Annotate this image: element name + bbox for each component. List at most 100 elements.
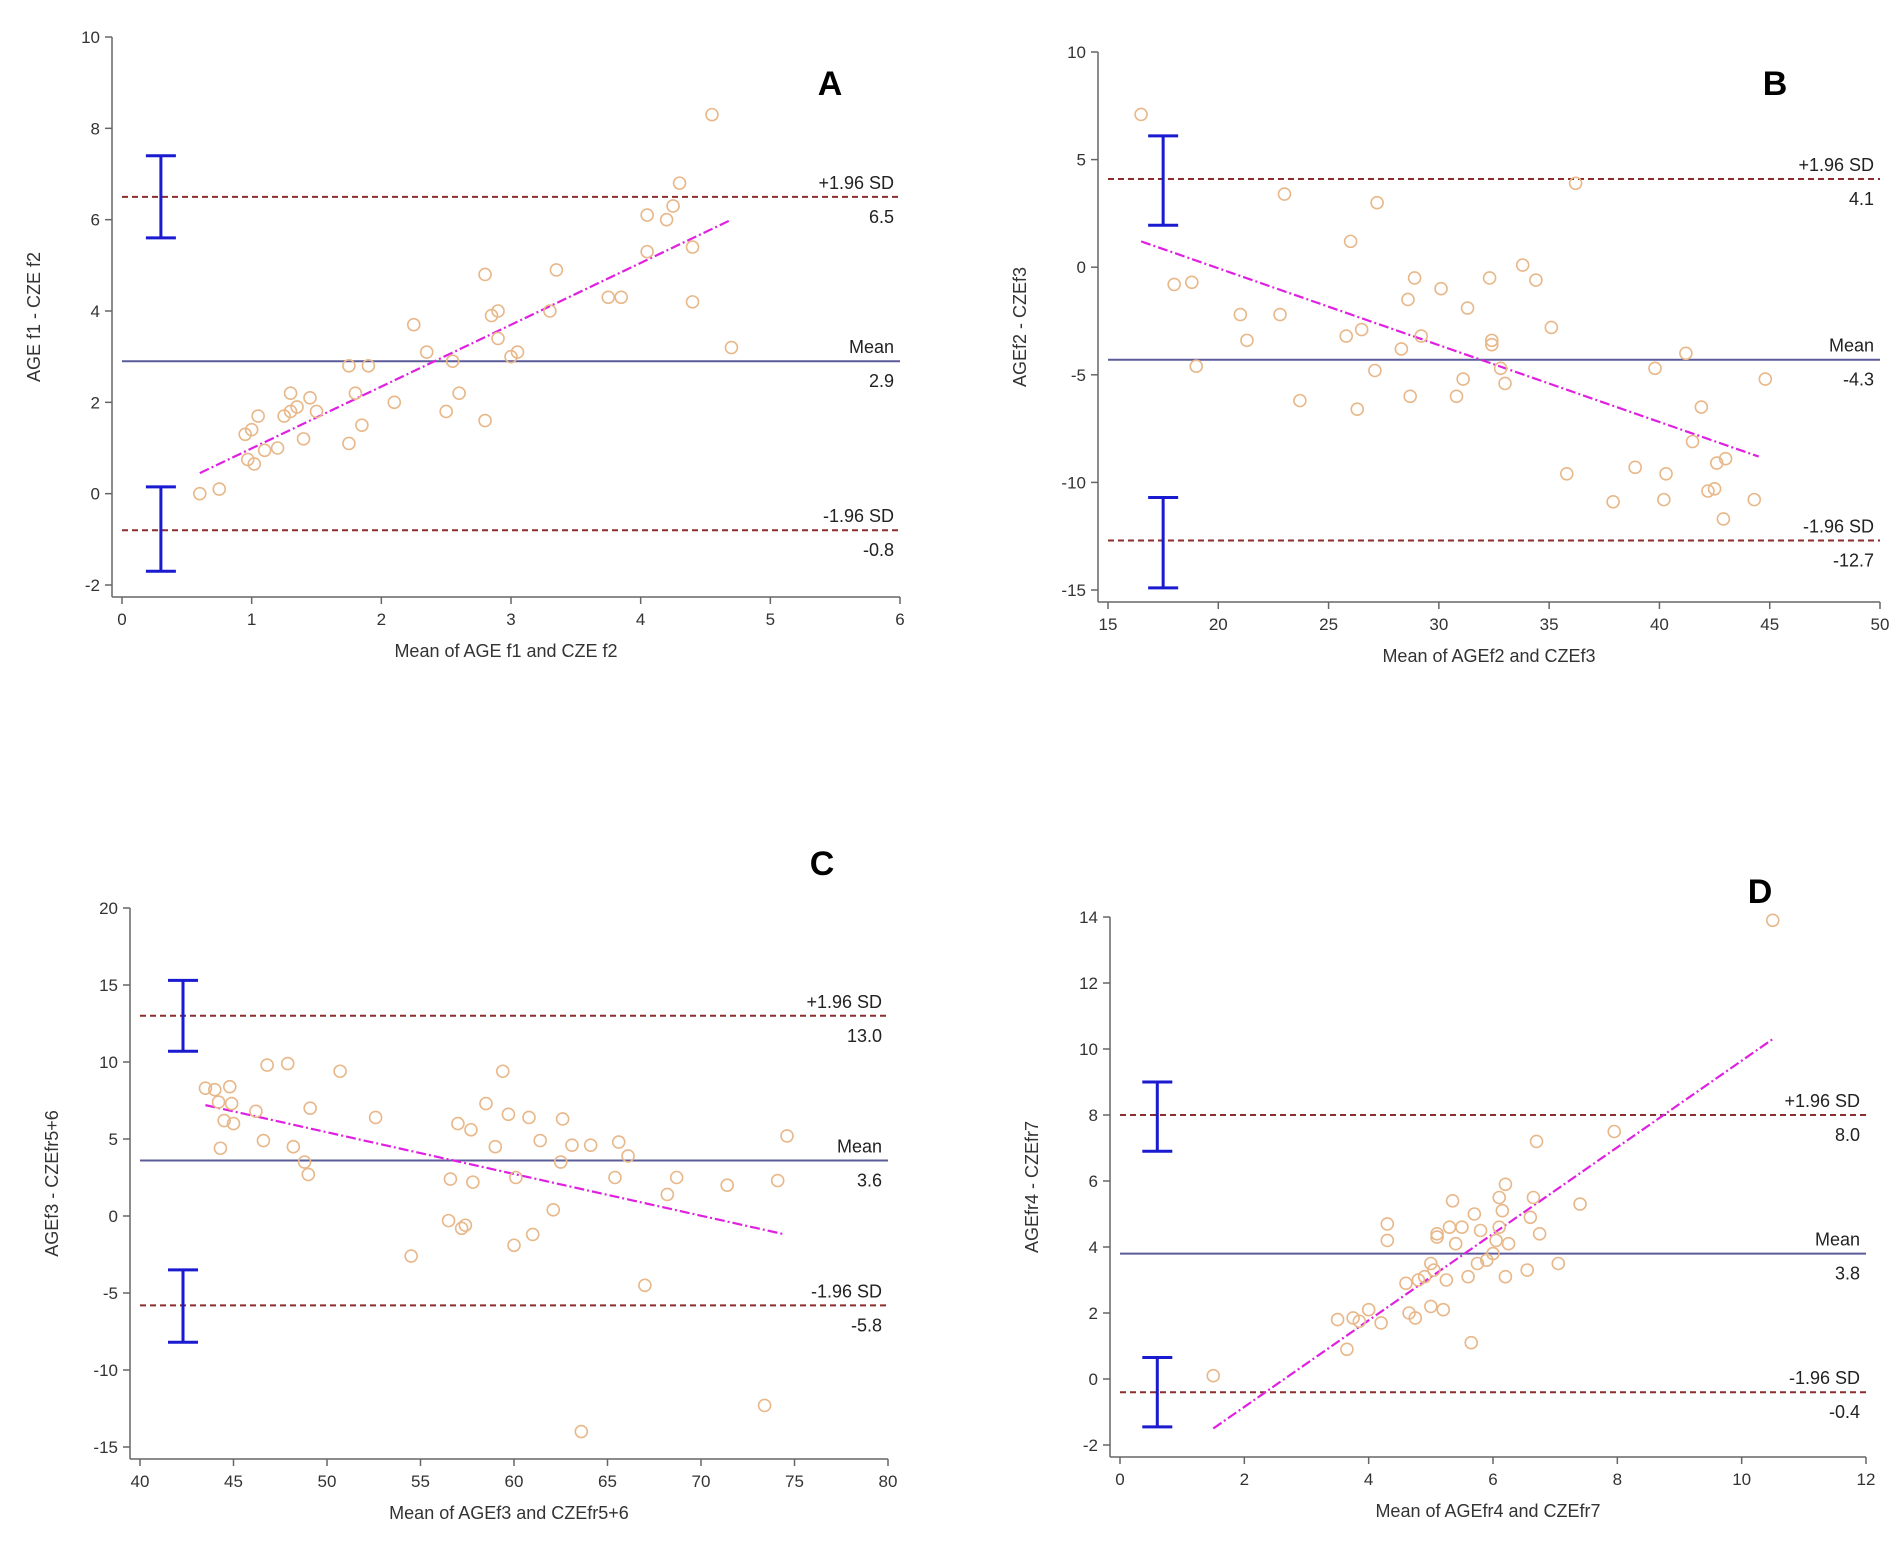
y-tick-label: 4 [1089, 1238, 1098, 1257]
data-point [1189, 359, 1204, 373]
lower-loa-label: -1.96 SD [823, 506, 894, 526]
data-point [555, 1112, 570, 1126]
data-point [507, 1238, 521, 1253]
regression-line [1212, 1038, 1774, 1430]
data-point [290, 400, 304, 414]
upper-loa-value: 13.0 [847, 1026, 882, 1046]
data-point [1350, 402, 1365, 417]
regression-line [205, 1104, 786, 1236]
data-point [1493, 361, 1508, 376]
data-point [525, 1227, 540, 1242]
data-point [244, 422, 259, 437]
data-point [478, 413, 492, 428]
x-tick-label: 80 [879, 1472, 898, 1491]
data-point [491, 304, 505, 318]
y-tick-label: -10 [1061, 473, 1086, 492]
ci-bar-upper [1148, 134, 1179, 227]
data-point [770, 1173, 785, 1188]
data-point [672, 176, 687, 190]
data-point [1482, 271, 1497, 285]
data-point [1607, 1124, 1622, 1139]
data-point [1434, 281, 1448, 296]
upper-loa-label: +1.96 SD [1784, 1091, 1860, 1111]
data-point [257, 443, 272, 458]
data-point [406, 317, 421, 332]
data-point [361, 358, 376, 373]
data-point [1473, 1223, 1488, 1238]
data-point [1436, 1302, 1451, 1317]
y-axis-title: AGEf3 - CZEfr5+6 [42, 1110, 62, 1257]
panel-letter: C [810, 845, 835, 883]
x-tick-label: 3 [506, 610, 515, 629]
data-point [1529, 273, 1543, 287]
data-point [638, 1278, 652, 1293]
data-point [1354, 322, 1369, 337]
y-tick-label: 10 [1079, 1040, 1098, 1059]
y-axis-title: AGEf2 - CZEf3 [1010, 267, 1030, 387]
data-point [1470, 1256, 1485, 1271]
data-point [458, 1218, 473, 1233]
data-point [685, 240, 700, 254]
data-point [1460, 301, 1475, 315]
ci-bar-lower [168, 1268, 199, 1344]
mean-value: 3.8 [1835, 1264, 1860, 1284]
x-tick-label: 4 [1364, 1470, 1373, 1489]
data-point [478, 267, 492, 282]
y-tick-label: 5 [1077, 151, 1086, 170]
data-point [565, 1138, 579, 1152]
data-point [1417, 1269, 1432, 1284]
x-tick-label: 50 [318, 1472, 337, 1491]
y-tick-label: -2 [85, 576, 100, 595]
data-point [419, 345, 434, 359]
data-point [1464, 1335, 1479, 1350]
data-point [724, 340, 739, 355]
data-point [1427, 1263, 1441, 1277]
y-tick-label: 5 [109, 1130, 118, 1149]
data-point [1657, 492, 1671, 507]
data-point [1529, 1134, 1544, 1149]
data-point [510, 345, 525, 359]
data-point [1455, 1220, 1469, 1234]
data-point [249, 1104, 263, 1119]
data-point [1408, 1311, 1423, 1325]
data-point [224, 1096, 239, 1111]
data-point [1368, 363, 1382, 378]
x-tick-label: 35 [1540, 615, 1559, 634]
x-tick-label: 45 [224, 1472, 243, 1491]
mean-label: Mean [837, 1137, 882, 1157]
data-point [1339, 329, 1354, 343]
data-point [1134, 107, 1148, 122]
x-tick-label: 40 [1650, 615, 1669, 634]
data-point [488, 1139, 503, 1154]
data-point [303, 390, 317, 405]
panel-a: -2 0 2 4 6 8 10 0 1 2 3 4 5 6 Mean of AGE f1 and CZE f… [24, 28, 905, 661]
data-point [491, 331, 505, 346]
data-point [522, 1110, 536, 1125]
data-point [309, 404, 324, 419]
x-tick-label: 70 [692, 1472, 711, 1491]
lower-loa-value: -12.7 [1833, 551, 1874, 571]
panel-d: -2 0 2 4 6 8 10 12 14 0 2 4 6 8 10 12 Mean of AGEfr4 and… [1022, 873, 1875, 1521]
data-point [443, 1172, 458, 1186]
data-point [464, 1122, 478, 1137]
data-point [1167, 277, 1181, 292]
x-axis-title: Mean of AGEf2 and CZEf3 [1382, 646, 1595, 666]
data-point [1330, 1312, 1345, 1327]
y-tick-label: 12 [1079, 974, 1098, 993]
y-tick-label: 20 [99, 899, 118, 918]
data-point [217, 1113, 231, 1128]
data-point [1544, 320, 1559, 335]
data-point [247, 457, 262, 471]
x-tick-label: 6 [895, 610, 904, 629]
data-point [1461, 1269, 1475, 1284]
data-point [583, 1138, 598, 1152]
data-point [1679, 346, 1693, 361]
y-tick-label: 15 [99, 976, 118, 995]
lower-loa-label: -1.96 SD [811, 1281, 882, 1301]
data-point [640, 244, 654, 259]
data-point [251, 409, 265, 423]
data-point [1439, 1273, 1454, 1287]
data-point [1430, 1230, 1444, 1244]
data-point [1277, 187, 1292, 201]
